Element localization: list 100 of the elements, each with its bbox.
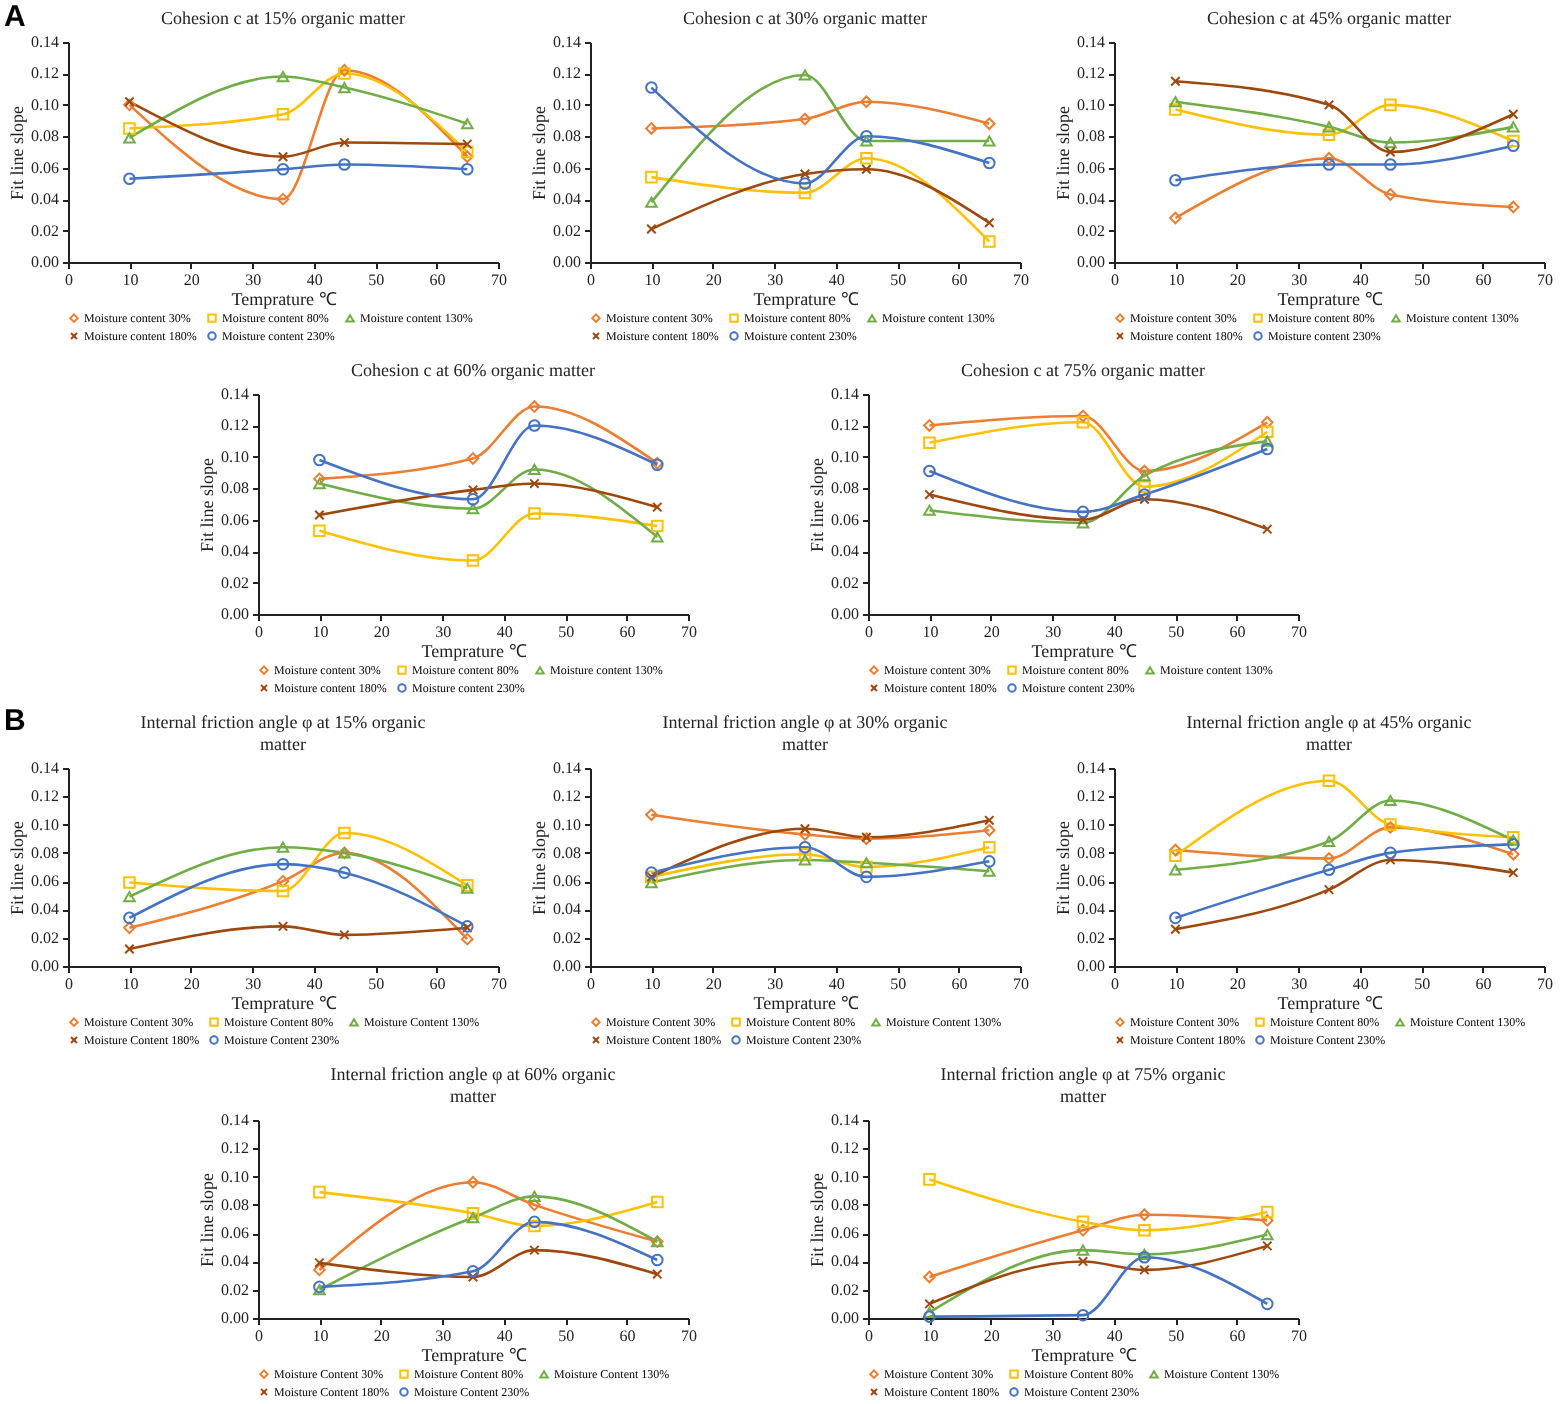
point — [923, 419, 936, 432]
point — [799, 823, 811, 835]
point — [982, 117, 996, 131]
y-tick-label: 0.10 — [1077, 95, 1105, 114]
x-tick-label: 30 — [435, 1327, 452, 1345]
y-tick-label: 0.08 — [1077, 843, 1105, 862]
x-tick-label: 50 — [1414, 975, 1431, 993]
point — [1076, 409, 1090, 423]
x-tick-label: 0 — [1111, 271, 1119, 289]
y-tick-label: 0.00 — [31, 253, 59, 271]
y-tick-label: 0.04 — [221, 1252, 249, 1271]
y-tick-label: 0.10 — [553, 95, 581, 114]
x-tick-label: 40 — [1352, 271, 1369, 289]
point — [1076, 1244, 1090, 1256]
x-tick-label: 60 — [1475, 271, 1492, 289]
y-tick-label: 0.06 — [1077, 872, 1105, 891]
y-tick-label: 0.00 — [221, 605, 249, 623]
y-tick-label: 0.10 — [31, 815, 59, 834]
x-axis-title: Temprature ℃ — [421, 1345, 527, 1365]
y-tick-label: 0.10 — [221, 1167, 249, 1186]
x-tick-label: 60 — [951, 975, 968, 993]
x-axis-title: Temprature ℃ — [421, 641, 527, 661]
x-axis-title: Temprature ℃ — [1277, 289, 1383, 309]
point — [276, 163, 290, 176]
y-tick-label: 0.12 — [1077, 787, 1105, 806]
y-tick-label: 0.04 — [221, 542, 249, 561]
point — [1384, 794, 1397, 807]
y-tick-label: 0.02 — [221, 573, 249, 592]
point — [1322, 158, 1336, 171]
point — [1260, 435, 1274, 447]
x-tick-label: 50 — [368, 271, 385, 289]
y-tick-label: 0.06 — [31, 872, 59, 891]
x-tick-label: 50 — [1168, 623, 1185, 641]
y-axis-title: Fit line slope — [529, 105, 549, 200]
y-tick-label: 0.10 — [31, 95, 59, 114]
point — [1138, 1224, 1151, 1237]
point — [1138, 464, 1151, 478]
point — [123, 921, 136, 935]
y-tick-label: 0.08 — [31, 127, 59, 146]
point — [923, 504, 936, 516]
x-tick-label: 70 — [1537, 271, 1553, 289]
x-tick-label: 30 — [1291, 975, 1308, 993]
y-axis-title: Fit line slope — [807, 457, 827, 552]
chart-title: Internal friction angle φ at 15% organic matter — [140, 712, 426, 754]
point — [1384, 136, 1397, 149]
y-tick-label: 0.12 — [553, 787, 581, 806]
point — [276, 857, 290, 871]
point — [466, 1212, 480, 1224]
y-tick-label: 0.10 — [831, 1167, 859, 1186]
x-tick-label: 70 — [1537, 975, 1553, 993]
x-axis-title: Temprature ℃ — [231, 993, 337, 1013]
x-tick-label: 70 — [491, 975, 507, 993]
point — [313, 1185, 326, 1199]
point — [1076, 1308, 1090, 1322]
x-tick-label: 40 — [1352, 975, 1369, 993]
point — [528, 1198, 541, 1212]
point — [1138, 1208, 1151, 1222]
y-tick-label: 0.06 — [553, 872, 581, 891]
y-tick-label: 0.08 — [221, 1195, 249, 1214]
y-tick-label: 0.08 — [221, 479, 249, 498]
point — [466, 554, 480, 567]
point — [798, 177, 812, 190]
point — [1169, 843, 1182, 857]
point — [460, 118, 474, 130]
point — [645, 808, 658, 821]
point — [798, 69, 812, 81]
text: A — [4, 0, 26, 34]
point — [1169, 849, 1182, 862]
point — [313, 1263, 326, 1277]
y-tick-label: 0.06 — [831, 510, 859, 529]
point — [276, 884, 290, 898]
point — [650, 1195, 664, 1209]
point — [1139, 1264, 1150, 1276]
x-tick-label: 60 — [1229, 623, 1246, 641]
y-tick-label: 0.02 — [31, 928, 59, 947]
point — [467, 1271, 479, 1283]
x-tick-label: 20 — [183, 271, 200, 289]
x-tick-label: 10 — [1168, 271, 1185, 289]
point — [1169, 103, 1182, 116]
x-tick-label: 70 — [491, 271, 507, 289]
point — [798, 828, 812, 841]
y-axis-title: Fit line slope — [807, 1172, 827, 1267]
point — [277, 151, 289, 162]
x-tick-label: 50 — [890, 975, 907, 993]
y-tick-label: 0.12 — [831, 416, 859, 435]
y-tick-label: 0.00 — [1077, 253, 1105, 271]
x-tick-label: 0 — [255, 1327, 263, 1345]
y-tick-label: 0.04 — [1077, 190, 1105, 209]
y-tick-label: 0.12 — [31, 787, 59, 806]
point — [529, 1244, 540, 1256]
x-tick-label: 70 — [681, 623, 697, 641]
y-tick-label: 0.02 — [1077, 928, 1105, 947]
y-tick-label: 0.06 — [831, 1224, 859, 1243]
x-tick-label: 60 — [619, 623, 636, 641]
chart-title: Cohesion c at 75% organic matter — [960, 360, 1206, 380]
point — [338, 81, 351, 94]
y-tick-label: 0.00 — [1077, 957, 1105, 975]
point — [860, 857, 873, 869]
y-tick-label: 0.14 — [221, 385, 249, 403]
chart-title: Cohesion c at 45% organic matter — [1206, 8, 1452, 28]
